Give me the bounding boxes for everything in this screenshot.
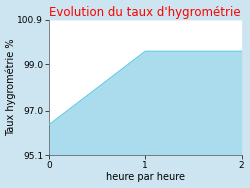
Title: Evolution du taux d'hygrométrie: Evolution du taux d'hygrométrie — [50, 6, 241, 19]
X-axis label: heure par heure: heure par heure — [106, 172, 185, 182]
Y-axis label: Taux hygrométrie %: Taux hygrométrie % — [6, 39, 16, 136]
